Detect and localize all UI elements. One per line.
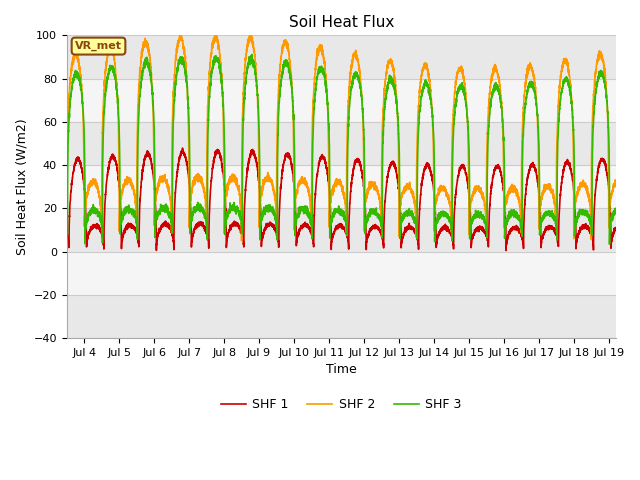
SHF 2 (612, 178, 620, 183)
SHF 2 (63, 248, 70, 254)
Bar (67, 208, 616, 252)
SHF 3 (63, 223, 70, 229)
SHF 2 (212, 31, 220, 36)
Line: SHF 2: SHF 2 (67, 34, 616, 251)
SHF 1 (420, 168, 428, 174)
SHF 3 (473, 210, 481, 216)
SHF 3 (248, 52, 256, 58)
SHF 1 (163, 220, 170, 226)
Legend: SHF 1, SHF 2, SHF 3: SHF 1, SHF 2, SHF 3 (216, 393, 467, 416)
SHF 3 (273, 220, 280, 226)
SHF 2 (392, 90, 400, 96)
SHF 3 (392, 100, 400, 106)
SHF 1 (473, 227, 481, 232)
Bar (67, 122, 616, 165)
SHF 2 (515, 193, 522, 199)
SHF 2 (420, 63, 428, 69)
Bar (67, 165, 616, 208)
SHF 2 (473, 185, 481, 191)
SHF 1 (515, 228, 522, 233)
Line: SHF 3: SHF 3 (67, 55, 616, 244)
Bar (67, 252, 616, 295)
SHF 2 (273, 179, 280, 185)
Y-axis label: Soil Heat Flux (W/m2): Soil Heat Flux (W/m2) (15, 119, 28, 255)
SHF 3 (605, 241, 613, 247)
SHF 1 (179, 145, 186, 151)
Bar (67, 36, 616, 79)
Bar (67, 295, 616, 338)
SHF 2 (163, 180, 170, 186)
X-axis label: Time: Time (326, 363, 356, 376)
SHF 1 (273, 233, 280, 239)
SHF 3 (420, 82, 428, 88)
Title: Soil Heat Flux: Soil Heat Flux (289, 15, 394, 30)
SHF 3 (163, 209, 170, 215)
SHF 3 (612, 209, 620, 215)
Text: VR_met: VR_met (75, 41, 122, 51)
SHF 1 (63, 229, 70, 235)
SHF 3 (515, 215, 522, 221)
SHF 1 (392, 168, 400, 174)
Bar (67, 79, 616, 122)
SHF 1 (502, 248, 510, 253)
Line: SHF 1: SHF 1 (67, 148, 616, 251)
SHF 1 (612, 225, 620, 231)
